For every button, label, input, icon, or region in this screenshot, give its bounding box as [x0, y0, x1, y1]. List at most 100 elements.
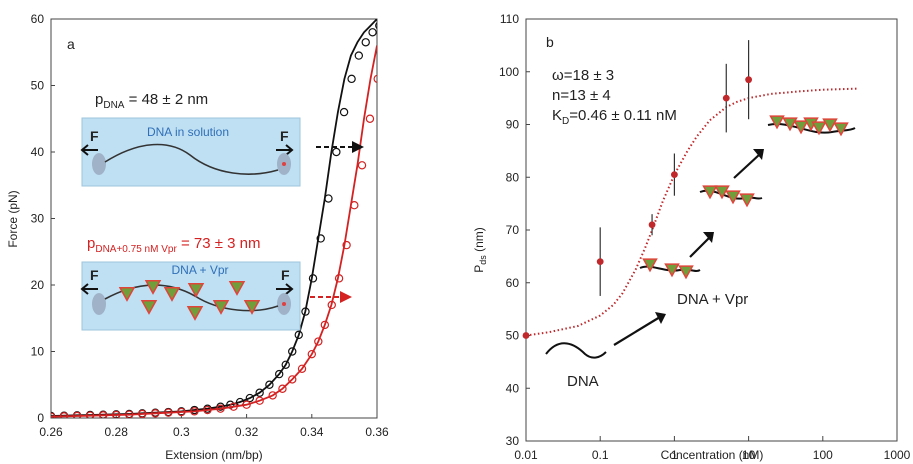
- data-point-vpr: [190, 407, 199, 416]
- complex-vpr-triangle-icon: [702, 185, 718, 200]
- panel-b-ytick-label: 60: [506, 276, 520, 290]
- vpr-triangle-icon: [243, 299, 261, 315]
- panel-b-points: [522, 40, 752, 339]
- panel-b-xtick-label: 1: [671, 448, 678, 462]
- vpr-triangle-icon: [212, 299, 230, 315]
- data-point-dna: [382, 15, 389, 22]
- data-point-vpr: [327, 300, 336, 310]
- data-point-dna: [368, 28, 377, 37]
- panel-a-xtick-label: 0.32: [235, 425, 259, 439]
- data-point-vpr: [382, 42, 389, 49]
- laser-spot-icon: [282, 162, 286, 166]
- complex-vpr-triangle-icon: [678, 265, 694, 280]
- complex-vpr-triangle-icon: [739, 193, 755, 208]
- complex-vpr-triangle-icon: [714, 185, 730, 200]
- data-point-dna: [288, 347, 297, 356]
- complex-vpr-triangle-icon: [642, 258, 658, 273]
- data-point-vpr: [229, 402, 238, 411]
- complex-vpr-triangle-icon: [833, 122, 849, 137]
- force-arrow-right-icon: [276, 144, 294, 156]
- dna-vpr-box-background: [81, 261, 301, 331]
- data-point-dna: [265, 380, 274, 389]
- data-point-dna: [347, 74, 356, 84]
- data-point: [596, 258, 604, 266]
- fit-line-dna: [51, 19, 377, 417]
- data-point-dna: [361, 38, 370, 47]
- data-point-dna: [275, 369, 284, 379]
- complex-vpr-triangle-icon: [793, 120, 809, 135]
- data-point-vpr: [85, 411, 95, 418]
- force-label-left: F: [90, 128, 99, 144]
- dna-schematic-strand: [545, 342, 607, 359]
- data-point-vpr: [98, 411, 108, 418]
- panel-b-xtick-label: 10: [742, 448, 756, 462]
- data-point-vpr: [373, 74, 377, 83]
- step-arrow-1: [613, 316, 661, 346]
- vpr-pointer-arrowhead-icon: [340, 291, 352, 303]
- data-point-vpr: [307, 349, 316, 359]
- panel-b-xtick-label: 1000: [884, 448, 911, 462]
- panel-a-xtick-label: 0.36: [365, 425, 389, 439]
- data-point: [745, 76, 752, 84]
- dna-in-solution-box: DNA in solution F F: [80, 117, 301, 187]
- vpr-proteins: [118, 279, 261, 321]
- panel-b-xtick-label: 100: [813, 448, 833, 462]
- data-point-dna: [308, 274, 318, 283]
- force-label-right-2: F: [281, 267, 290, 283]
- vpr-triangle-icon: [118, 286, 136, 302]
- data-point-dna: [316, 234, 325, 243]
- panel-b-ytick-label: 100: [499, 65, 519, 79]
- vpr-triangle-icon: [140, 299, 158, 315]
- vpr-triangle-icon: [187, 282, 205, 298]
- panel-a-ytick-label: 60: [31, 12, 45, 26]
- complex-vpr-triangle-icon: [811, 121, 827, 136]
- complex-vpr-proteins: [642, 115, 849, 280]
- data-point-vpr: [164, 408, 173, 417]
- bead-left: [92, 153, 106, 175]
- data-point-dna: [354, 51, 364, 60]
- data-point-vpr: [151, 409, 160, 418]
- p-vpr-annotation: pDNA+0.75 nM Vpr = 73 ± 3 nm: [87, 235, 260, 255]
- data-point-vpr: [288, 375, 297, 384]
- data-point-vpr: [51, 412, 56, 418]
- panel-b-ytick-label: 90: [506, 118, 520, 132]
- panel-a-ytick-label: 0: [37, 411, 44, 425]
- panel-a-ytick-label: 50: [31, 79, 45, 93]
- data-point-vpr: [350, 200, 359, 210]
- data-point-dna: [339, 107, 349, 117]
- data-point-vpr: [297, 364, 307, 373]
- data-point-vpr: [278, 384, 287, 393]
- p-dna-annotation: pDNA = 48 ± 2 nm: [95, 91, 208, 111]
- data-point-vpr: [242, 400, 251, 409]
- series-dna: [51, 15, 389, 418]
- kd-annotation: KD=0.46 ± 0.11 nM: [552, 107, 677, 127]
- data-point: [648, 221, 656, 229]
- data-point-dna: [255, 388, 264, 397]
- panel-a-ytick-label: 40: [31, 145, 45, 159]
- data-point-vpr: [216, 404, 225, 413]
- data-point-vpr: [59, 412, 69, 418]
- fit-line-vpr: [51, 45, 377, 418]
- series-vpr: [51, 42, 389, 418]
- panel-a-xtick-label: 0.26: [39, 425, 63, 439]
- data-point-dna: [375, 22, 377, 30]
- complex-vpr-triangle-icon: [782, 117, 798, 132]
- panel-a-plot-frame: [50, 18, 378, 419]
- data-point-dna: [245, 393, 255, 403]
- data-point-vpr: [203, 405, 212, 415]
- panel-a-xtick-label: 0.34: [300, 425, 324, 439]
- data-point-vpr: [125, 410, 134, 418]
- panel-b-ytick-label: 50: [506, 329, 520, 343]
- data-point-vpr: [112, 410, 121, 418]
- dna-strand: [104, 143, 279, 175]
- panel-b-ytick-label: 40: [506, 381, 520, 395]
- panel-a-letter: a: [67, 36, 75, 52]
- panel-a-xtick-label: 0.3: [173, 425, 190, 439]
- panel-b-ytick-label: 30: [506, 434, 520, 448]
- data-point-vpr: [342, 240, 351, 250]
- data-point-dna: [332, 147, 341, 157]
- data-point-vpr: [314, 337, 323, 346]
- vpr-triangle-icon: [228, 280, 246, 296]
